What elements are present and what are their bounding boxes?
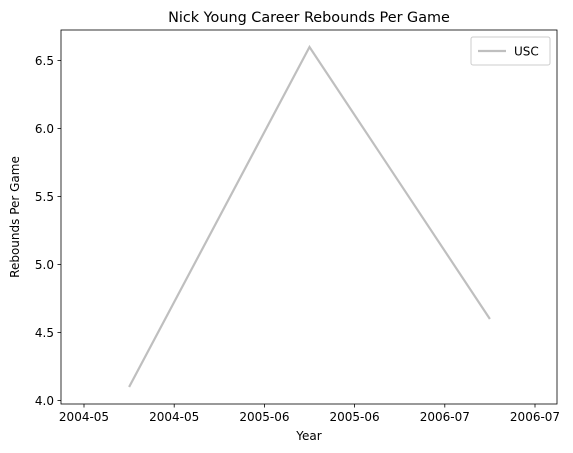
plot-frame (60, 29, 558, 405)
x-tick-label: 2006-07 (510, 410, 560, 424)
y-axis: 4.0 4.5 5.0 5.5 6.0 6.5 (35, 54, 61, 408)
chart-title: Nick Young Career Rebounds Per Game (168, 10, 450, 26)
y-tick-label: 6.5 (35, 54, 54, 68)
y-axis-label: Rebounds Per Game (8, 156, 22, 278)
series-line (128, 44, 491, 388)
y-tick-label: 6.0 (35, 122, 54, 136)
legend-box (470, 36, 551, 66)
x-axis-label: Year (295, 429, 321, 443)
y-tick-label: 5.0 (35, 258, 54, 272)
x-tick-label: 2005-06 (239, 410, 289, 424)
y-tick-label: 5.5 (35, 190, 54, 204)
legend-label: USC (514, 45, 539, 59)
x-tick-label: 2004-05 (149, 410, 199, 424)
x-axis: 2004-05 2004-05 2005-06 2005-06 2006-07 2006-… (59, 404, 560, 424)
y-tick-label: 4.0 (35, 394, 54, 408)
x-tick-label: 2006-07 (420, 410, 470, 424)
y-tick-label: 4.5 (35, 326, 54, 340)
plot-area (128, 44, 491, 388)
x-tick-label: 2005-06 (330, 410, 380, 424)
legend: USC (470, 36, 551, 66)
x-tick-label: 2004-05 (59, 410, 109, 424)
